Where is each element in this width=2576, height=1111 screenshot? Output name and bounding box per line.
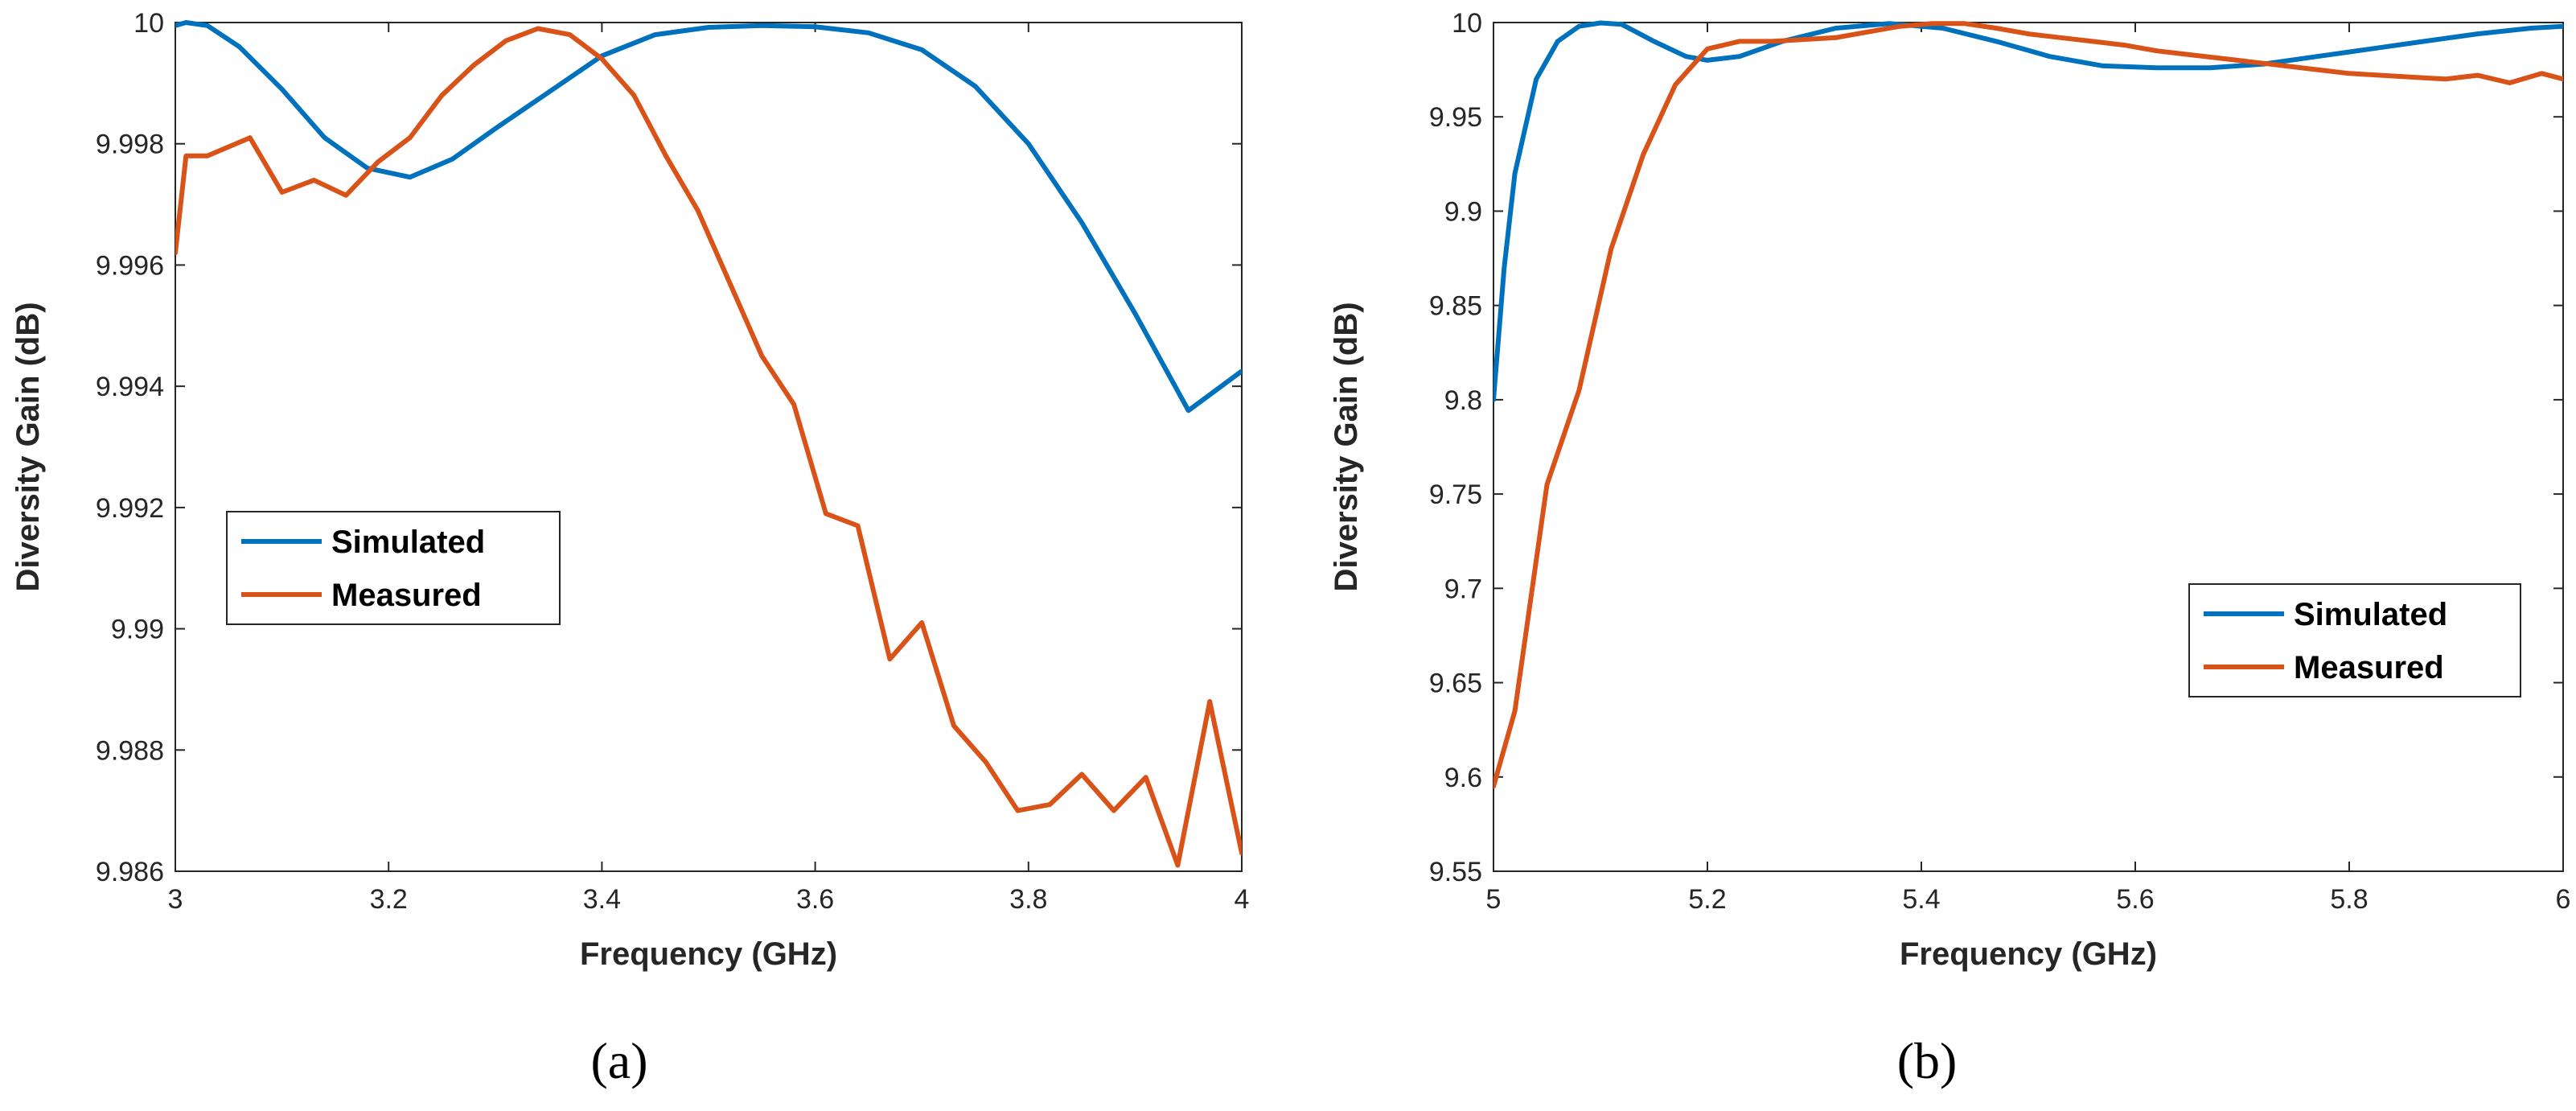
legend-label-measured: Measured [331,578,482,613]
y-tick-label: 9.998 [96,130,164,160]
legend: Simulated Measured [2188,583,2521,697]
x-tick-label: 3.4 [583,884,621,915]
x-tick-label: 6 [2556,884,2571,915]
y-tick-label: 9.85 [1429,291,1482,322]
y-tick-label: 9.996 [96,250,164,281]
x-tick-label: 3.8 [1009,884,1047,915]
x-tick-label: 4 [1235,884,1250,915]
y-tick-label: 9.9 [1444,196,1482,227]
x-axis-label: Frequency (GHz) [1900,936,2157,972]
x-tick-label: 5.4 [1902,884,1940,915]
panel-caption: (b) [1897,1032,1958,1089]
series-line-simulated [175,20,1242,414]
chart-panel-a: 3 3.2 3.4 3.6 3.8 4 9.986 9.988 9.99 9.992 9.994 9.… [10,8,1249,1089]
y-tick-label: 9.988 [96,735,164,766]
y-tick-label: 9.8 [1444,385,1482,416]
legend-label-simulated: Simulated [2294,597,2447,632]
y-tick-label: 9.95 [1429,102,1482,133]
y-tick-label: 9.55 [1429,857,1482,887]
y-tick-label: 9.99 [111,615,164,645]
x-tick-label: 5.6 [2116,884,2154,915]
series-line-measured [1493,21,2563,789]
series-line-simulated [1493,20,2563,402]
y-tick-label: 10 [134,8,164,39]
y-axis-label: Diversity Gain (dB) [1329,302,1364,591]
y-tick-label: 9.994 [96,372,164,402]
x-tick-label: 5.2 [1688,884,1726,915]
x-axis-label: Frequency (GHz) [580,936,837,972]
x-tick-label: 3.2 [370,884,408,915]
y-tick-label: 9.7 [1444,574,1482,604]
y-tick-label: 9.986 [96,857,164,887]
series-line-measured [175,26,1242,868]
y-tick-label: 10 [1452,8,1482,39]
x-tick-label: 3 [168,884,183,915]
x-tick-label: 3.6 [796,884,834,915]
y-axis-label: Diversity Gain (dB) [10,302,46,591]
y-tick-label: 9.992 [96,493,164,524]
legend-box [2188,583,2521,697]
y-tick-label: 9.75 [1429,479,1482,510]
panel-caption: (a) [590,1032,647,1089]
x-tick-label: 5 [1486,884,1502,915]
plot-area [1493,22,2564,872]
chart-panel-b: 5 5.2 5.4 5.6 5.8 6 9.55 9.6 9.65 9.7 9.75 9.8 9.85 9… [1329,8,2570,1089]
legend-box [226,511,561,625]
plot-area [175,22,1243,872]
x-tick-label: 5.8 [2330,884,2368,915]
y-tick-label: 9.65 [1429,669,1482,699]
y-tick-label: 9.6 [1444,763,1482,793]
legend: Simulated Measured [226,511,561,625]
legend-label-simulated: Simulated [331,525,485,560]
legend-label-measured: Measured [2294,650,2444,685]
